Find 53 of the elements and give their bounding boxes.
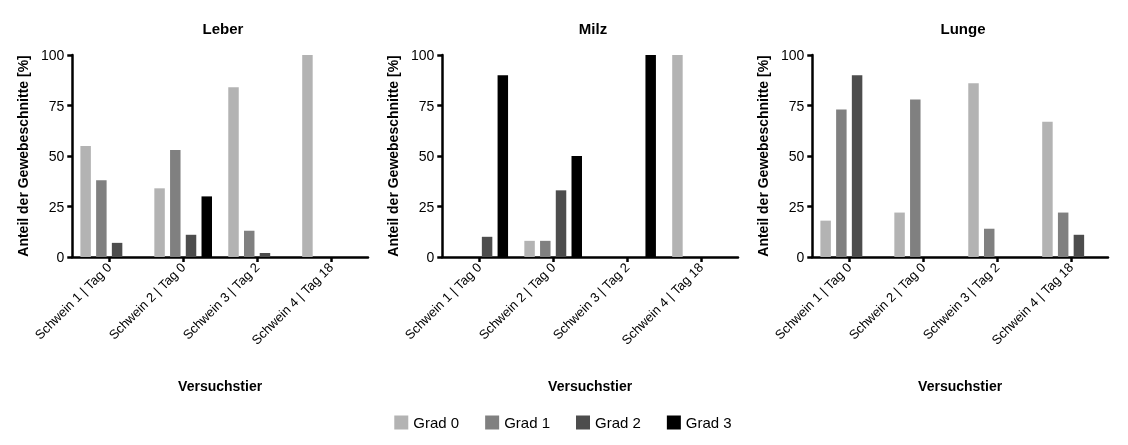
x-axis-title: Versuchstier: [178, 378, 263, 394]
bar: [154, 188, 165, 257]
y-tick-label: 75: [788, 97, 805, 114]
bar: [836, 109, 847, 257]
y-tick-label: 50: [48, 148, 65, 164]
bar: [983, 228, 995, 257]
bar: [80, 145, 91, 257]
y-tick-label: 75: [48, 97, 65, 114]
y-tick-label: 0: [56, 249, 65, 265]
y-axis-title: Anteil der Gewebeschnitte [%]: [385, 55, 401, 257]
y-axis-title: Anteil der Gewebeschnitte [%]: [755, 55, 771, 257]
chart-title: Milz: [578, 20, 608, 37]
legend-label: Grad 1: [504, 414, 550, 431]
bar: [302, 55, 313, 257]
y-tick-label: 100: [410, 47, 435, 63]
y-tick-label: 50: [418, 148, 435, 164]
legend-label: Grad 3: [685, 414, 732, 431]
bar: [820, 220, 831, 257]
bar: [259, 252, 271, 257]
bar: [851, 75, 863, 257]
bar: [1057, 212, 1069, 257]
bar: [910, 99, 921, 257]
bar: [1073, 234, 1085, 257]
bar: [555, 190, 567, 257]
y-tick-label: 0: [426, 249, 435, 265]
y-tick-label: 100: [40, 47, 65, 63]
y-axis-title: Anteil der Gewebeschnitte [%]: [15, 55, 31, 257]
bar: [1042, 121, 1053, 257]
bar: [540, 240, 551, 257]
bar: [243, 230, 255, 257]
y-tick-label: 25: [48, 198, 65, 215]
chart-title: Leber: [202, 20, 244, 37]
y-tick-label: 25: [788, 198, 805, 215]
bar: [185, 234, 197, 257]
bar: [968, 83, 979, 257]
chart-title: Lunge: [940, 20, 986, 37]
x-axis-title: Versuchstier: [918, 378, 1003, 394]
y-tick-label: 50: [788, 148, 805, 164]
legend-label: Grad 0: [413, 414, 460, 431]
bar: [481, 236, 493, 257]
y-tick-label: 25: [418, 198, 435, 215]
bar: [228, 87, 239, 257]
x-axis-title: Versuchstier: [548, 378, 633, 394]
bar: [96, 180, 107, 257]
y-tick-label: 0: [796, 249, 805, 265]
y-tick-label: 100: [780, 47, 805, 63]
bar: [672, 55, 683, 257]
bar: [111, 242, 123, 257]
legend-label: Grad 2: [595, 414, 641, 431]
bar: [170, 149, 181, 257]
bar: [524, 240, 535, 257]
bar: [894, 212, 905, 257]
y-tick-label: 75: [418, 97, 435, 114]
